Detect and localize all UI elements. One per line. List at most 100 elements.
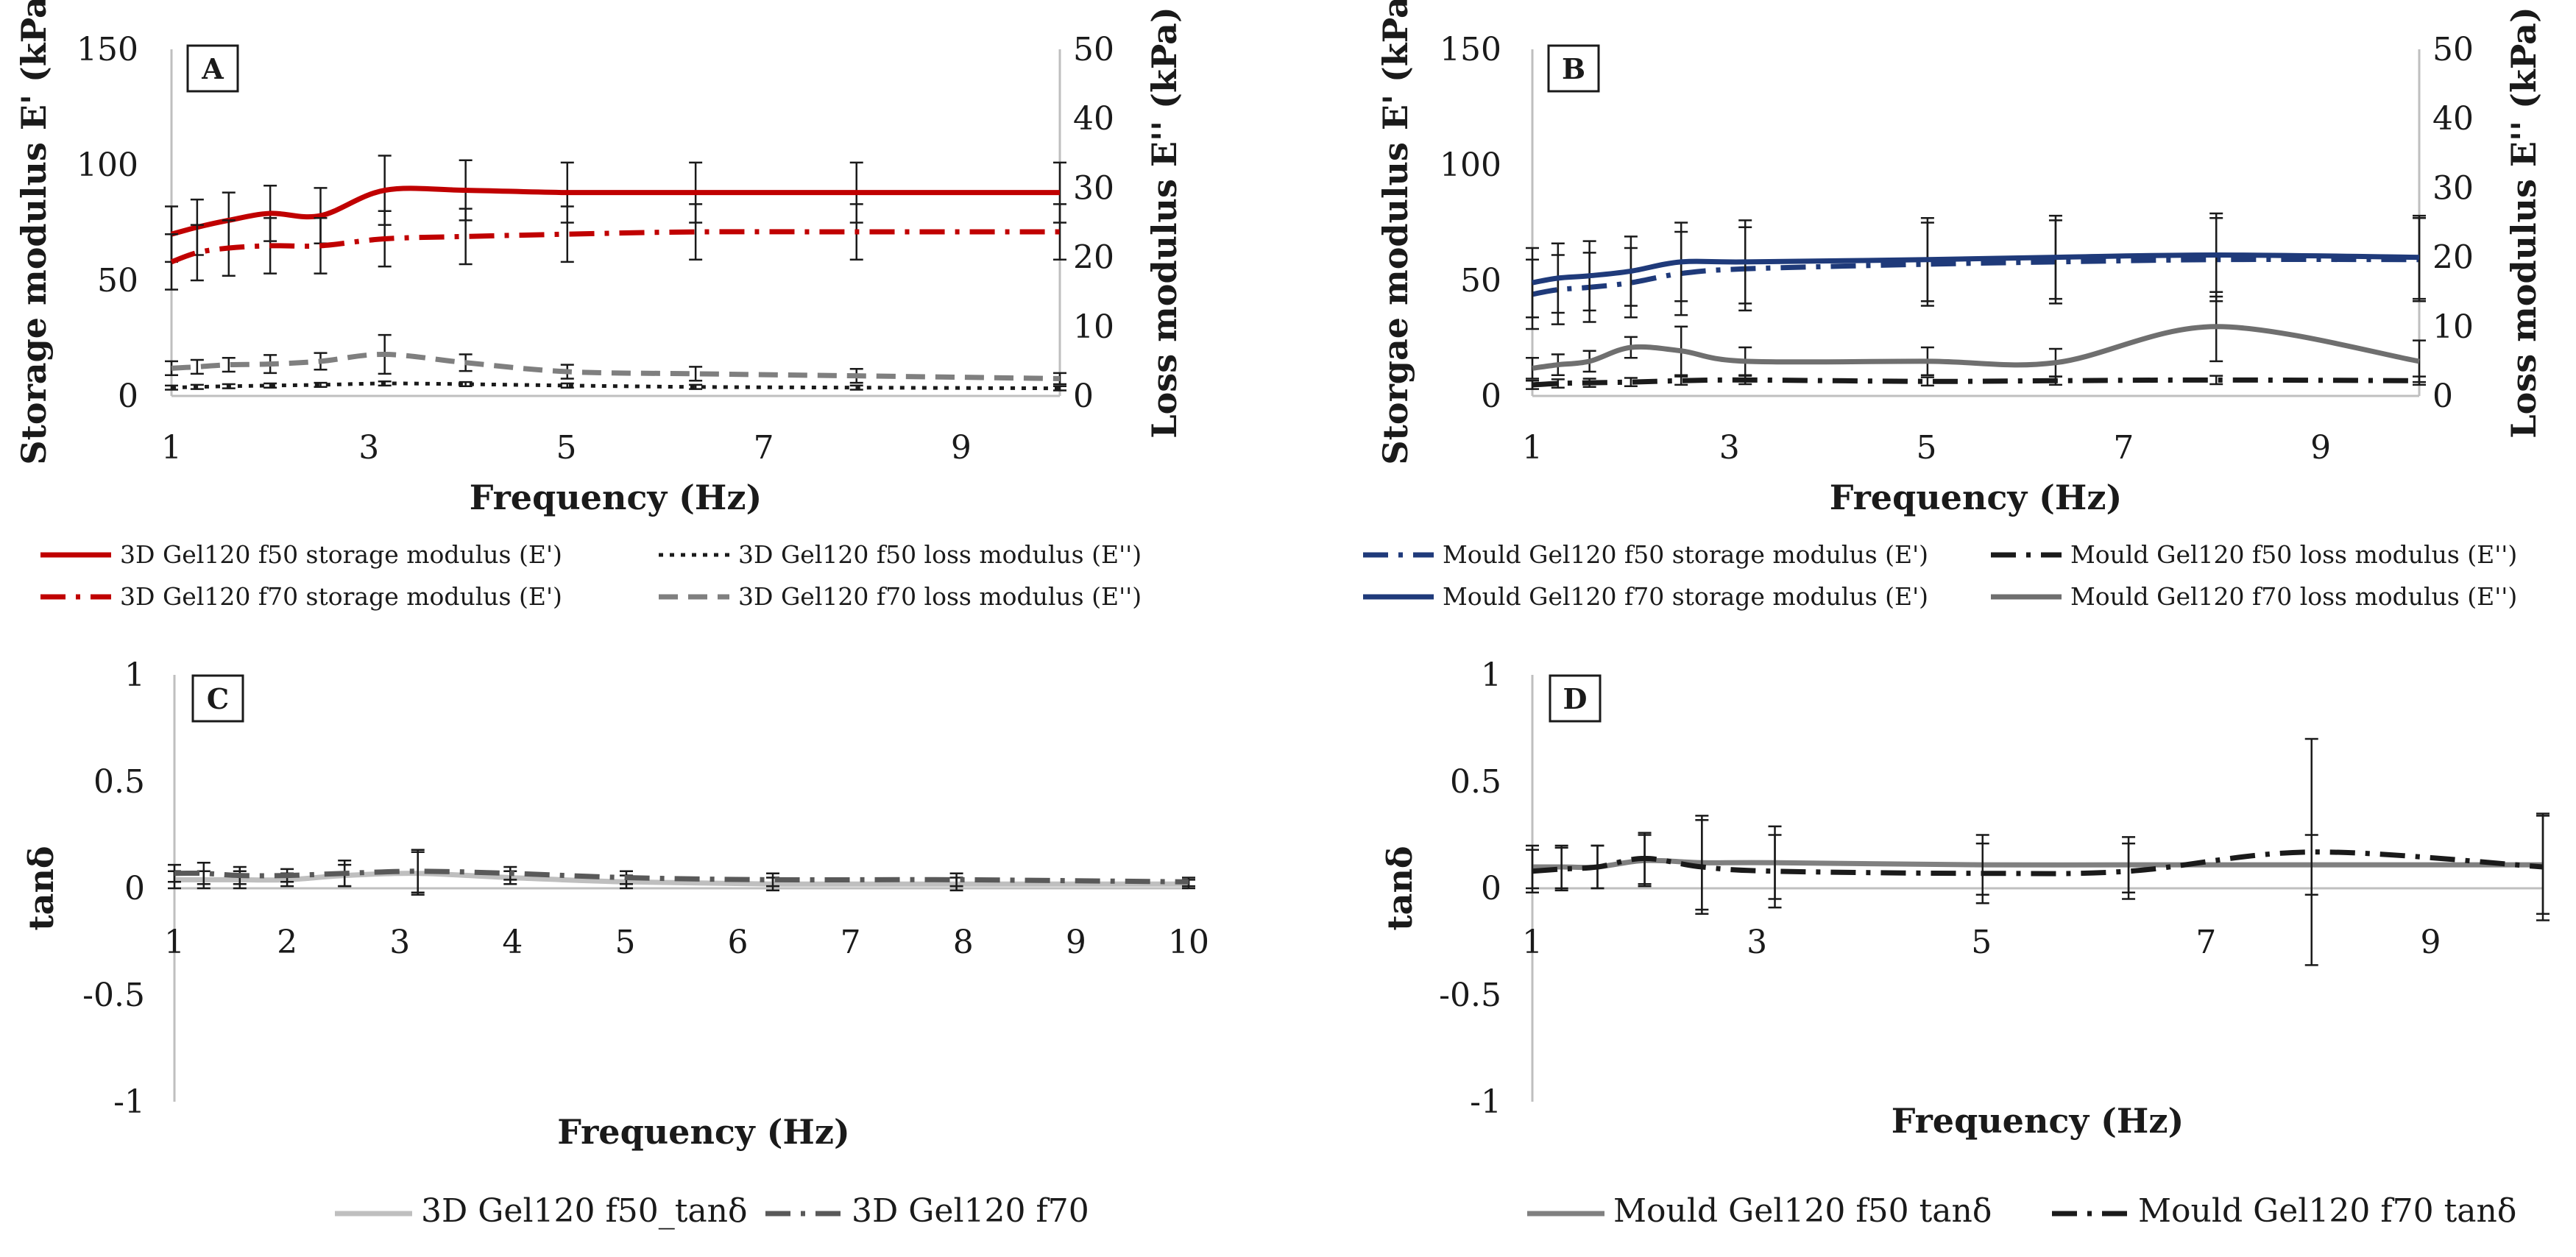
y-tick-label: -1: [113, 1083, 145, 1121]
x-tick-label: 1: [164, 924, 185, 961]
x-tick-label: 10: [1168, 924, 1209, 961]
series-line: [1532, 377, 2420, 388]
x-tick-label: 7: [2113, 429, 2134, 467]
y2-tick-label: 10: [2432, 308, 2474, 346]
y2-tick-label: 40: [1073, 100, 1114, 138]
y-tick-label: -0.5: [82, 977, 145, 1014]
y-tick-label: 150: [1440, 31, 1501, 68]
legend-label: Mould Gel120 f70 loss modulus (E''): [2070, 582, 2517, 611]
y-tick-label: 50: [97, 262, 138, 300]
series-b-3: [1526, 291, 2426, 383]
x-tick-label: 7: [841, 924, 861, 961]
y-tick-label: 0: [1481, 378, 1501, 415]
y2-tick-label: 20: [1073, 239, 1114, 277]
y-axis-title: Storage modulus E' (kPa): [14, 0, 54, 465]
y2-tick-label: 0: [2432, 378, 2453, 415]
y-axis-title: tanδ: [21, 846, 61, 930]
x-tick-label: 1: [161, 429, 182, 467]
y2-tick-label: 30: [2432, 169, 2474, 207]
x-tick-label: 1: [1522, 924, 1543, 961]
y-axis-title: Storgae modulus E' (kPa): [1376, 0, 1415, 465]
series-c-1: [168, 849, 1195, 894]
series-a-2: [165, 380, 1066, 392]
y-tick-label: 150: [77, 31, 138, 68]
x-tick-label: 4: [502, 924, 523, 961]
x-tick-label: 6: [728, 924, 749, 961]
y-tick-label: -0.5: [1439, 977, 1501, 1014]
legend-label: 3D Gel120 f50_tanδ: [421, 1192, 748, 1230]
series-a-0: [165, 155, 1066, 263]
x-tick-label: 9: [1066, 924, 1086, 961]
panel-label: A: [201, 52, 224, 85]
y-tick-label: 50: [1460, 262, 1501, 300]
series-line: [1532, 324, 2420, 371]
x-tick-label: 9: [951, 429, 972, 467]
y2-axis-title: Loss modulus E'' (kPa): [2504, 7, 2544, 438]
x-tick-label: 1: [1522, 429, 1543, 467]
legend: Mould Gel120 f50 storage modulus (E') Mou…: [1363, 540, 2517, 611]
y-tick-label: 0: [118, 378, 138, 415]
y2-tick-label: 50: [1073, 31, 1114, 68]
legend-label: Mould Gel120 f50 storage modulus (E'): [1443, 540, 1928, 569]
series-d-1: [1526, 737, 2550, 966]
y-tick-label: 1: [124, 656, 145, 694]
legend-label: 3D Gel120 f70 storage modulus (E'): [120, 582, 562, 611]
legend-label: Mould Gel120 f50 loss modulus (E''): [2070, 540, 2517, 569]
y-tick-label: -1: [1470, 1083, 1501, 1121]
legend-label: 3D Gel120 f70: [852, 1192, 1089, 1230]
panel-label: D: [1563, 682, 1588, 715]
y-tick-label: 0.5: [93, 763, 145, 801]
legend: 3D Gel120 f50_tanδ 3D Gel120 f70: [335, 1192, 1089, 1230]
x-tick-label: 3: [1747, 924, 1767, 961]
x-tick-label: 2: [277, 924, 297, 961]
series-a-1: [165, 203, 1066, 291]
y-tick-label: 0: [124, 870, 145, 907]
x-tick-label: 9: [2310, 429, 2331, 467]
series-line: [171, 185, 1060, 237]
panel-c: -1 -0.5 0 0.5 1 1 2 3 4 5 6 7 8 9 10 tanδ Frequency (Hz)…: [21, 656, 1209, 1230]
series-b-1: [1526, 212, 2426, 319]
legend-label: 3D Gel120 f50 loss modulus (E''): [738, 540, 1142, 569]
y2-tick-label: 0: [1073, 378, 1094, 415]
x-axis-title: Frequency (Hz): [557, 1112, 850, 1152]
series-line: [170, 229, 1060, 265]
y2-tick-label: 40: [2432, 100, 2474, 138]
legend-label: 3D Gel120 f50 storage modulus (E'): [120, 540, 562, 569]
panel-a: 0 50 100 150 0 10 20 30 40 50 1 3 5 7 9 Storage modulus…: [14, 0, 1184, 611]
x-tick-label: 5: [1971, 924, 1992, 961]
y-tick-label: 0.5: [1450, 763, 1501, 801]
y-tick-label: 1: [1481, 656, 1501, 694]
series-line: [171, 351, 1061, 381]
x-tick-label: 3: [358, 429, 379, 467]
x-tick-label: 7: [2195, 924, 2216, 961]
y-tick-label: 0: [1481, 870, 1501, 907]
x-tick-label: 3: [1719, 429, 1740, 467]
y2-tick-label: 10: [1073, 308, 1114, 346]
x-tick-label: 5: [556, 429, 576, 467]
y2-axis-title: Loss modulus E'' (kPa): [1144, 7, 1184, 438]
x-tick-label: 5: [615, 924, 635, 961]
series-line: [174, 868, 1189, 885]
panel-label-box: [1547, 44, 1600, 93]
series-d-0: [1526, 815, 2550, 916]
legend-label: Mould Gel120 f50 tanδ: [1613, 1192, 1992, 1230]
panel-label: C: [207, 682, 229, 715]
panel-label-box: [191, 674, 244, 723]
series-line: [171, 381, 1061, 391]
y-tick-label: 100: [77, 146, 138, 184]
y-axis-title: tanδ: [1380, 846, 1420, 930]
panel-label-box: [1549, 674, 1602, 723]
y2-tick-label: 30: [1073, 169, 1114, 207]
series-b-0: [1526, 216, 2426, 330]
panel-label-box: [186, 44, 239, 93]
legend-label: 3D Gel120 f70 loss modulus (E''): [738, 582, 1142, 611]
x-tick-label: 9: [2420, 924, 2441, 961]
x-axis-title: Frequency (Hz): [470, 478, 762, 517]
legend-label: Mould Gel120 f70 storage modulus (E'): [1443, 582, 1928, 611]
y2-tick-label: 20: [2432, 239, 2474, 277]
legend: Mould Gel120 f50 tanδ Mould Gel120 f70 ta…: [1527, 1192, 2516, 1230]
series-b-2: [1526, 375, 2426, 390]
y-tick-label: 100: [1440, 146, 1501, 184]
y2-tick-label: 50: [2432, 31, 2474, 68]
